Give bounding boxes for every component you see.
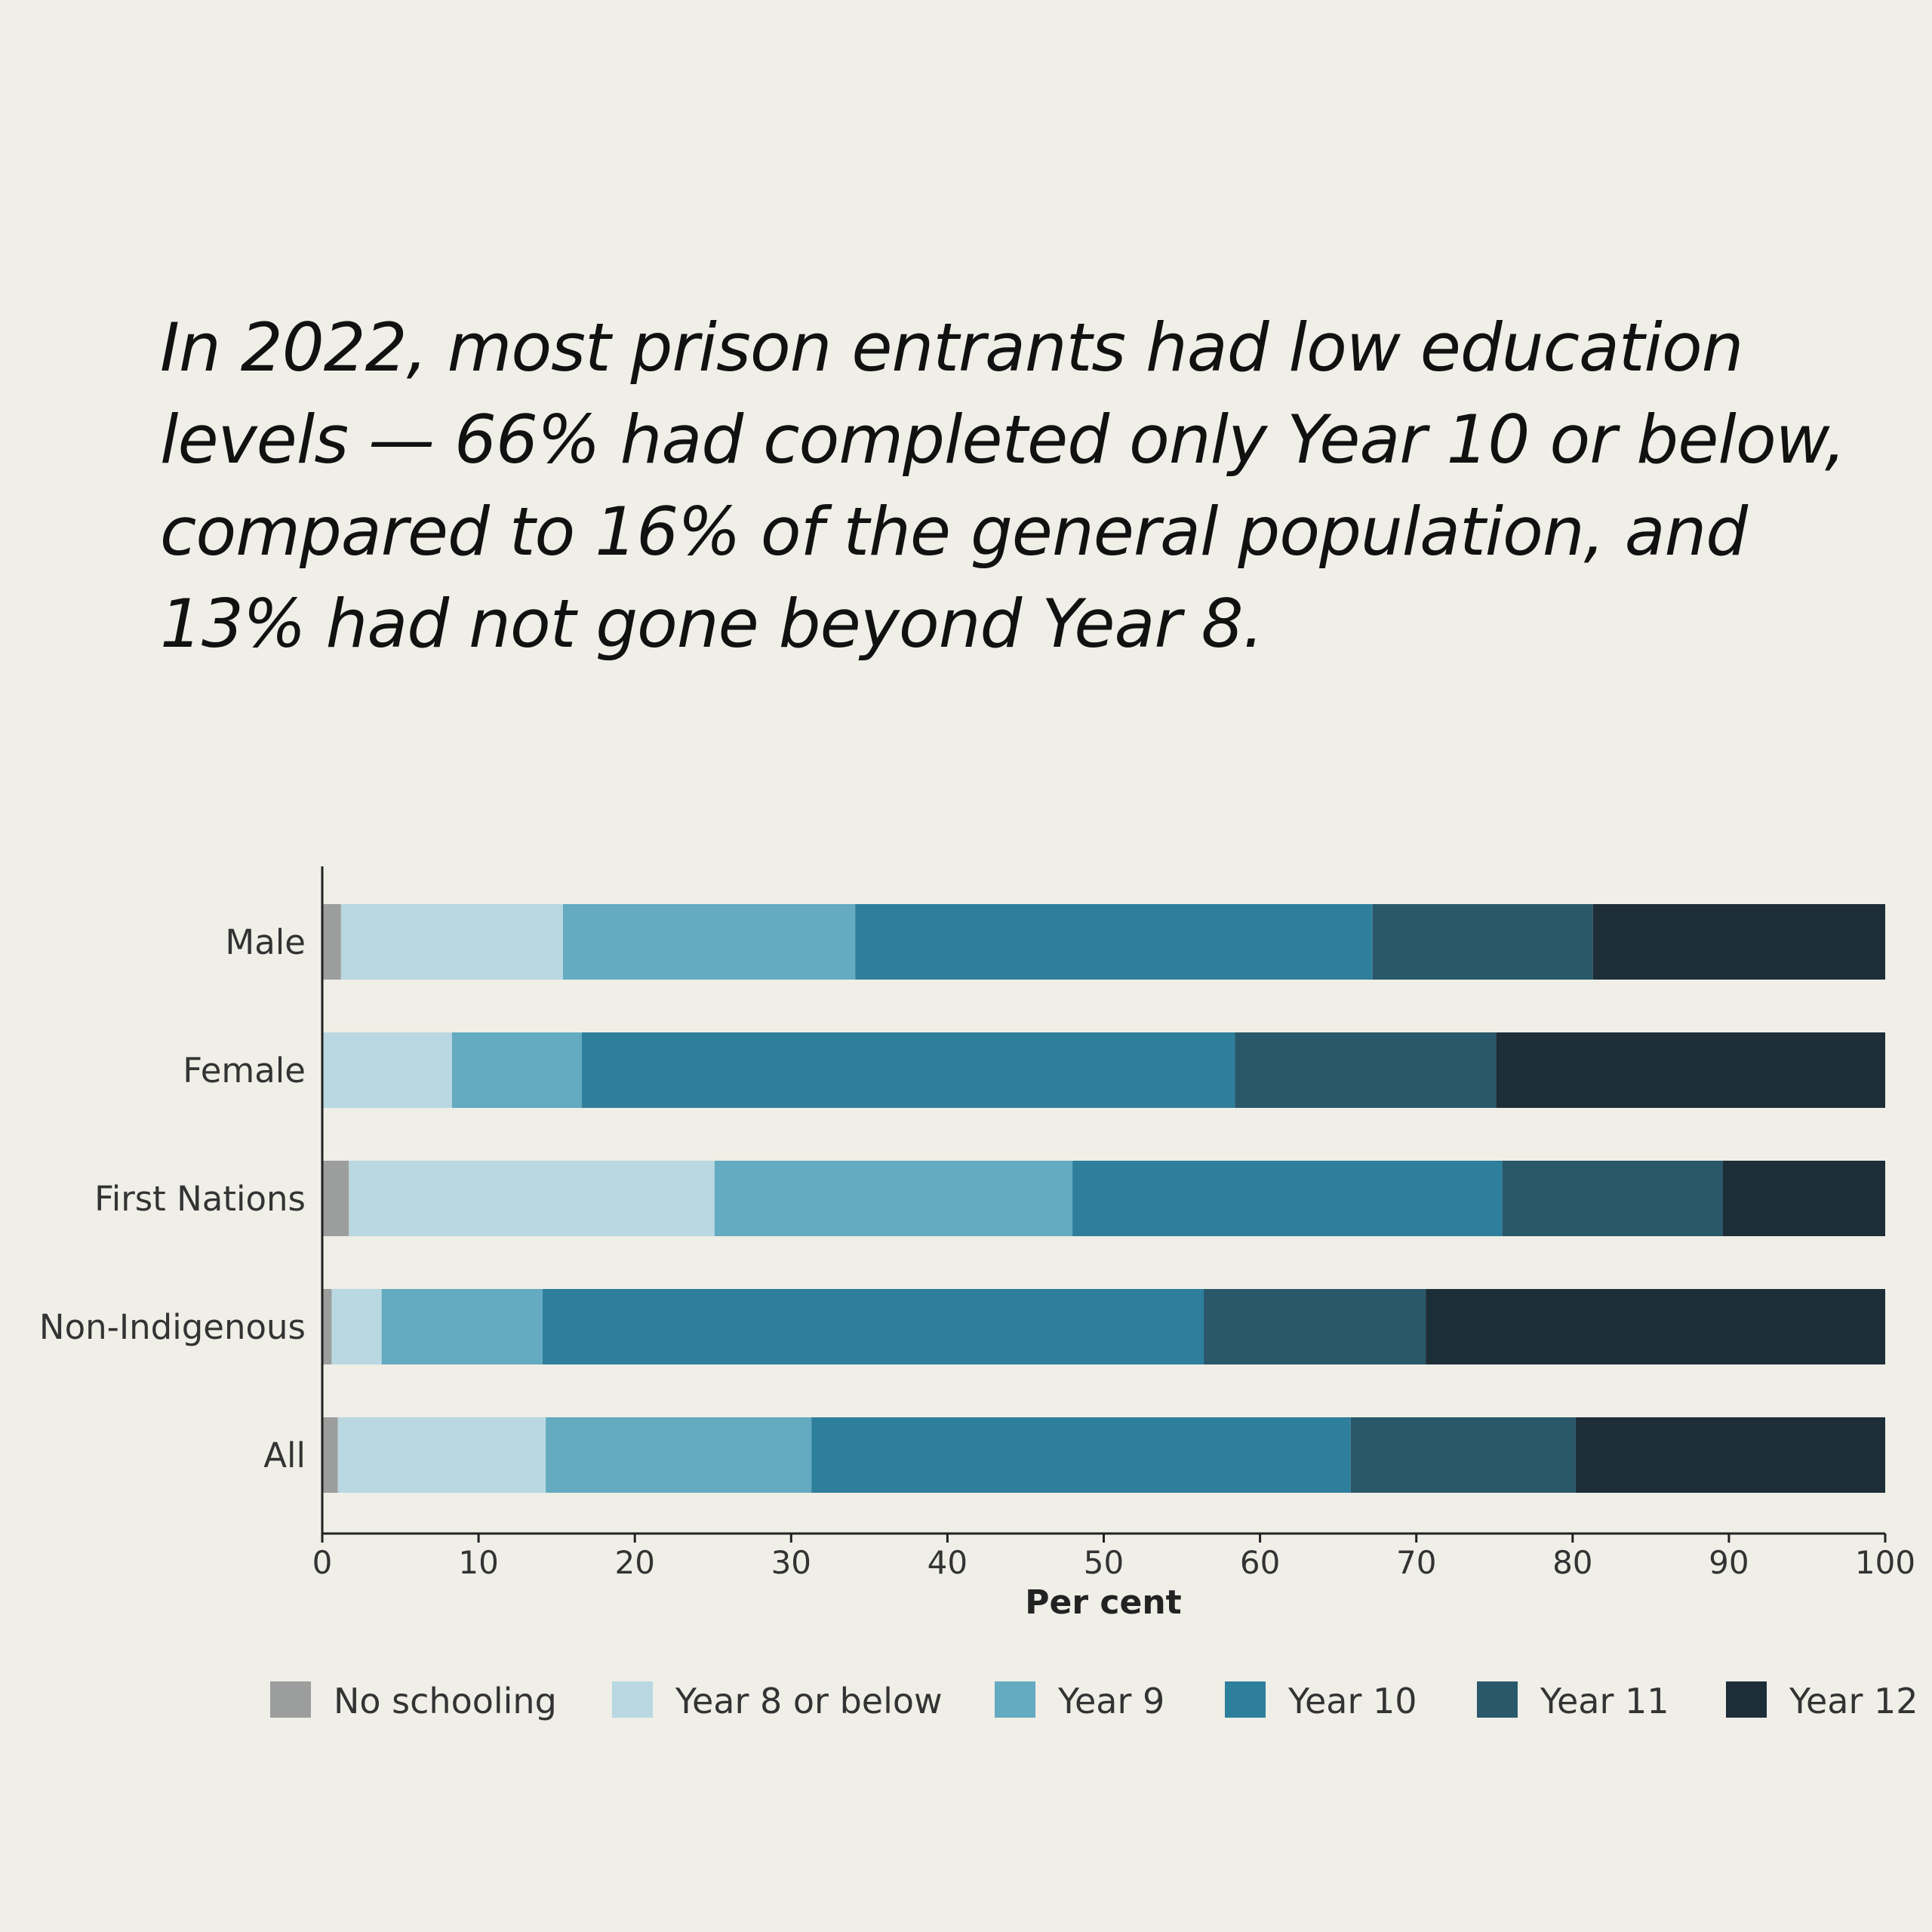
bar-segment: [1592, 904, 1885, 980]
legend-swatch: [1225, 1681, 1266, 1718]
x-tick-label: 20: [614, 1544, 654, 1581]
bar-segment: [1350, 1417, 1576, 1493]
bar-segment: [1502, 1161, 1723, 1236]
legend-swatch: [1726, 1681, 1767, 1718]
legend-swatch: [270, 1681, 311, 1718]
x-ticks: 0 10 20 30 40 50 60 70 80 90 100: [312, 1534, 1915, 1581]
category-labels: Male Female First Nations Non-Indigenous All: [39, 922, 306, 1475]
bar-segment: [1072, 1161, 1503, 1236]
x-tick-label: 70: [1396, 1544, 1436, 1581]
bar-segment: [1496, 1032, 1885, 1108]
legend-label: Year 11: [1540, 1681, 1669, 1721]
legend-label: No schooling: [334, 1681, 557, 1721]
bar-segment: [322, 1417, 338, 1493]
bar-segment: [1204, 1289, 1426, 1364]
legend-swatch: [995, 1681, 1035, 1718]
bar-segment: [581, 1032, 1235, 1108]
category-label: Female: [183, 1051, 306, 1091]
bar-segment: [1235, 1032, 1497, 1108]
bar-segment: [322, 1032, 452, 1108]
x-tick-label: 10: [458, 1544, 498, 1581]
bar-segment: [337, 1417, 546, 1493]
legend-label: Year 9: [1057, 1681, 1164, 1721]
bar-segment: [451, 1032, 582, 1108]
bar-segment: [322, 1289, 332, 1364]
x-tick-label: 90: [1709, 1544, 1749, 1581]
x-tick-label: 80: [1552, 1544, 1592, 1581]
x-tick-label: 100: [1855, 1544, 1915, 1581]
x-tick-label: 60: [1240, 1544, 1280, 1581]
legend-label: Year 8 or below: [675, 1681, 943, 1721]
bars-group: [322, 904, 1885, 1493]
legend-swatch: [612, 1681, 653, 1718]
legend-swatch: [1477, 1681, 1518, 1718]
bar-segment: [546, 1417, 812, 1493]
x-axis-title: Per cent: [1025, 1583, 1181, 1622]
bar-segment: [349, 1161, 715, 1236]
bar-segment: [714, 1161, 1073, 1236]
bar-segment: [322, 1161, 349, 1236]
x-tick-label: 0: [312, 1544, 333, 1581]
bar-segment: [331, 1289, 382, 1364]
bar-segment: [340, 904, 563, 980]
bar-segment: [562, 904, 856, 980]
legend-label: Year 12: [1789, 1681, 1918, 1721]
headline: In 2022, most prison entrants had low ed…: [160, 309, 1846, 663]
x-tick-label: 30: [771, 1544, 811, 1581]
bar-segment: [855, 904, 1373, 980]
legend-label: Year 10: [1287, 1681, 1417, 1721]
bar-segment: [1426, 1289, 1885, 1364]
x-tick-label: 40: [928, 1544, 968, 1581]
bar-segment: [1575, 1417, 1885, 1493]
category-label: Non-Indigenous: [39, 1307, 306, 1347]
bar-segment: [1372, 904, 1593, 980]
category-label: Male: [225, 922, 306, 962]
bar-segment: [1722, 1161, 1885, 1236]
x-tick-label: 50: [1084, 1544, 1124, 1581]
bar-segment: [381, 1289, 543, 1364]
bar-segment: [811, 1417, 1351, 1493]
category-label: First Nations: [94, 1179, 306, 1219]
bar-segment: [543, 1289, 1204, 1364]
category-label: All: [263, 1435, 306, 1475]
legend: No schooling Year 8 or below Year 9 Year 10…: [270, 1681, 1918, 1721]
bar-segment: [322, 904, 341, 980]
